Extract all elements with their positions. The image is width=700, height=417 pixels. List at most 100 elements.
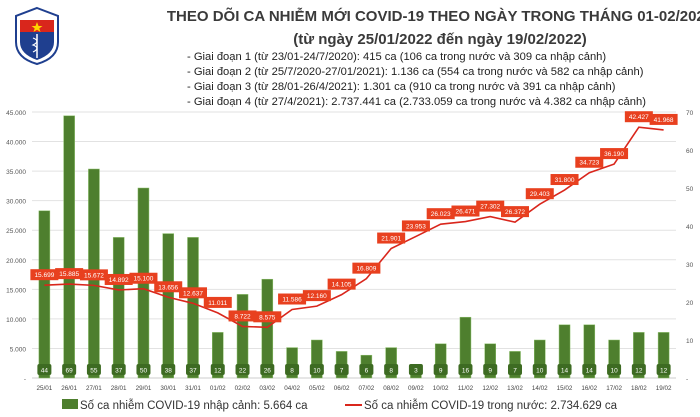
bar-value-label: 44 bbox=[41, 368, 49, 375]
import-cases-bar bbox=[63, 115, 75, 379]
bar-value-label: 8 bbox=[290, 368, 294, 375]
import-cases-bar bbox=[162, 233, 174, 379]
line-value-label: 26.471 bbox=[456, 209, 476, 216]
line-value-label: 36.190 bbox=[604, 151, 624, 158]
x-axis-tick: 13/02 bbox=[507, 385, 523, 392]
bar-label-box bbox=[359, 364, 374, 375]
bar-value-label: 38 bbox=[165, 368, 173, 375]
import-cases-bar bbox=[484, 343, 496, 379]
import-cases-bar bbox=[534, 339, 546, 379]
line-value-label: 8.722 bbox=[234, 313, 251, 320]
bar-value-label: 37 bbox=[189, 368, 197, 375]
line-label-box bbox=[451, 205, 480, 217]
bar-value-label: 12 bbox=[214, 368, 222, 375]
line-label-box bbox=[55, 268, 84, 280]
x-axis-tick: 29/01 bbox=[136, 385, 152, 392]
line-value-label: 13.656 bbox=[158, 284, 178, 291]
import-cases-bar bbox=[286, 347, 298, 379]
import-cases-bar bbox=[261, 278, 274, 379]
import-cases-bar bbox=[385, 347, 397, 379]
bar-value-label: 10 bbox=[610, 368, 618, 375]
bar-value-label: 9 bbox=[439, 368, 443, 375]
import-cases-bar bbox=[583, 324, 596, 379]
x-axis-tick: 04/02 bbox=[284, 385, 300, 392]
line-value-label: 15.699 bbox=[34, 272, 54, 279]
bar-label-box bbox=[210, 364, 225, 375]
bar-value-label: 7 bbox=[340, 368, 344, 375]
x-axis-tick: 02/02 bbox=[235, 385, 251, 392]
line-label-box bbox=[104, 273, 133, 285]
x-axis-tick: 31/01 bbox=[185, 385, 201, 392]
bar-value-label: 14 bbox=[586, 368, 594, 375]
left-axis-tick: 40.000 bbox=[6, 140, 26, 147]
x-axis-tick: 14/02 bbox=[532, 385, 548, 392]
line-label-box bbox=[278, 293, 307, 305]
line-label-box bbox=[501, 206, 529, 218]
bar-value-label: 37 bbox=[115, 368, 123, 375]
line-value-label: 11.586 bbox=[282, 297, 302, 304]
import-cases-bar bbox=[311, 339, 323, 379]
domestic-cases-line bbox=[44, 126, 664, 329]
ministry-of-health-logo bbox=[15, 6, 59, 66]
stage-1-note: - Giai đoạn 1 (từ 23/01-24/7/2020): 415 … bbox=[187, 51, 607, 63]
bar-value-label: 3 bbox=[414, 368, 418, 375]
x-axis-tick: 01/02 bbox=[210, 385, 226, 392]
chart-title: THEO DÕI CA NHIỄM MỚI COVID-19 THEO NGÀY… bbox=[166, 8, 700, 25]
bar-label-box bbox=[433, 364, 448, 375]
line-label-box bbox=[525, 188, 554, 200]
legend-domestic-label: Số ca nhiễm COVID-19 trong nước: 2.734.6… bbox=[364, 399, 618, 412]
x-axis-tick: 17/02 bbox=[606, 385, 622, 392]
import-cases-bar bbox=[212, 332, 224, 379]
bar-label-box bbox=[483, 364, 498, 375]
line-value-label: 14.105 bbox=[332, 282, 352, 289]
line-label-box bbox=[476, 200, 505, 212]
line-value-label: 12.637 bbox=[183, 290, 203, 297]
left-axis-tick: 20.000 bbox=[6, 258, 26, 265]
left-axis-tick: 45.000 bbox=[6, 110, 26, 117]
line-value-label: 14.892 bbox=[109, 277, 129, 284]
line-label-box bbox=[426, 208, 455, 220]
line-value-label: 15.885 bbox=[59, 271, 79, 278]
right-axis-tick: 60 bbox=[686, 148, 694, 155]
legend-bar-swatch bbox=[62, 399, 78, 409]
import-cases-bar bbox=[236, 294, 249, 379]
line-value-label: 41.968 bbox=[654, 117, 674, 124]
x-axis-tick: 10/02 bbox=[433, 385, 449, 392]
import-cases-bar bbox=[657, 332, 670, 379]
line-label-box bbox=[154, 281, 183, 293]
line-label-box bbox=[377, 232, 406, 244]
bar-label-box bbox=[86, 364, 101, 375]
right-axis-tick: 10 bbox=[686, 338, 694, 345]
line-label-box bbox=[649, 113, 678, 125]
bar-label-box bbox=[37, 364, 52, 375]
left-axis-tick: 15.000 bbox=[6, 287, 26, 294]
x-axis-tick: 03/02 bbox=[259, 385, 275, 392]
legend-import-label: Số ca nhiễm COVID-19 nhập cảnh: 5.664 ca bbox=[80, 399, 308, 412]
right-axis-tick: 50 bbox=[686, 186, 694, 193]
bar-label-box bbox=[285, 364, 300, 375]
line-label-box bbox=[179, 287, 207, 299]
x-axis-tick: 18/02 bbox=[631, 385, 647, 392]
line-label-box bbox=[550, 174, 579, 186]
stage-3-note: - Giai đoạn 3 (từ 28/01-26/4/2021): 1.30… bbox=[187, 81, 616, 93]
import-cases-bar bbox=[187, 237, 199, 379]
bar-label-box bbox=[656, 364, 671, 375]
bar-label-box bbox=[384, 364, 399, 375]
bar-label-box bbox=[408, 364, 423, 375]
bar-label-box bbox=[557, 364, 572, 375]
bar-label-box bbox=[458, 364, 473, 375]
x-axis-tick: 08/02 bbox=[383, 385, 399, 392]
line-value-label: 8.575 bbox=[259, 314, 276, 321]
line-value-label: 29.403 bbox=[530, 191, 550, 198]
left-axis-tick: - bbox=[24, 376, 26, 383]
line-label-box bbox=[327, 278, 356, 290]
line-label-box bbox=[600, 148, 629, 160]
right-axis-tick: 20 bbox=[686, 300, 694, 307]
bar-value-label: 26 bbox=[264, 368, 272, 375]
bar-value-label: 14 bbox=[561, 368, 569, 375]
line-value-label: 16.809 bbox=[356, 266, 376, 273]
left-axis-tick: 35.000 bbox=[6, 169, 26, 176]
line-value-label: 42.427 bbox=[629, 114, 649, 121]
x-axis-tick: 07/02 bbox=[359, 385, 375, 392]
